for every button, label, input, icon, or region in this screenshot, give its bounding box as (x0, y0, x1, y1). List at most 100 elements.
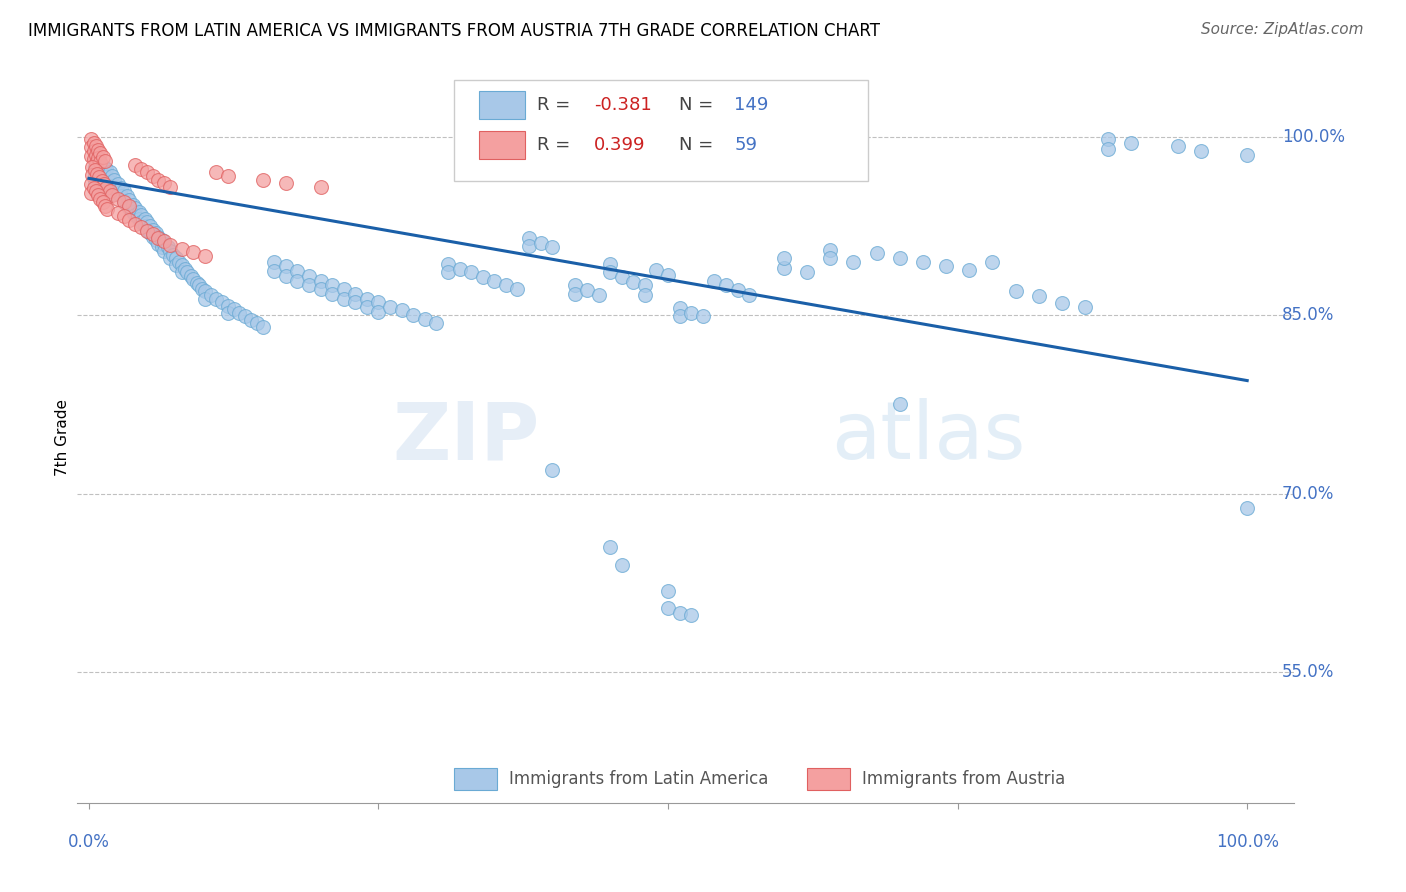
Point (165, 258, 187, 272)
Point (233, 310, 256, 324)
Point (165, 251, 187, 265)
Point (211, 295, 233, 310)
Point (83, 136, 105, 150)
Point (153, 236, 176, 251)
Point (174, 261, 197, 276)
Point (170, 265, 193, 279)
Point (599, 540, 621, 554)
Point (332, 292, 354, 306)
Point (773, 260, 796, 275)
Point (471, 270, 494, 285)
Point (89, 154, 111, 169)
Point (298, 268, 321, 283)
Point (89, 146, 111, 161)
Point (142, 222, 165, 236)
Point (309, 282, 332, 296)
Text: N =: N = (679, 96, 720, 114)
Point (367, 295, 389, 310)
Point (107, 206, 129, 220)
Point (148, 236, 170, 251)
Point (87, 188, 110, 202)
Point (86, 167, 108, 181)
Text: 100.0%: 100.0% (1282, 128, 1346, 145)
Point (287, 264, 309, 278)
Point (110, 181, 132, 195)
Text: Source: ZipAtlas.com: Source: ZipAtlas.com (1201, 22, 1364, 37)
Point (181, 245, 204, 260)
Point (124, 217, 146, 231)
Point (865, 246, 887, 260)
Text: 149: 149 (734, 96, 769, 114)
Point (610, 270, 633, 285)
Point (564, 278, 586, 293)
Point (118, 213, 141, 227)
Text: 59: 59 (734, 136, 756, 154)
Point (83, 176, 105, 190)
Point (252, 320, 274, 334)
Point (495, 278, 517, 293)
Point (437, 265, 460, 279)
Point (1074, 300, 1097, 314)
Point (217, 299, 239, 313)
Point (124, 208, 146, 222)
Text: 85.0%: 85.0% (1282, 306, 1334, 324)
Point (87, 143, 110, 157)
Point (1236, 147, 1258, 161)
Point (668, 606, 690, 620)
Point (82, 160, 104, 174)
Point (96, 202, 118, 217)
Point (402, 308, 425, 322)
Point (356, 292, 378, 306)
Point (645, 263, 668, 277)
Point (129, 220, 152, 235)
Point (107, 186, 129, 200)
Point (128, 211, 150, 226)
Text: 100.0%: 100.0% (1216, 832, 1278, 851)
Point (287, 274, 309, 288)
Point (128, 204, 150, 219)
Point (274, 176, 297, 190)
FancyBboxPatch shape (807, 768, 849, 789)
Point (1236, 500, 1258, 515)
Point (205, 292, 228, 306)
Point (517, 239, 540, 253)
Point (153, 244, 176, 258)
Text: ZIP: ZIP (392, 398, 540, 476)
Point (263, 254, 285, 268)
Point (89, 174, 111, 188)
Point (107, 178, 129, 192)
Point (484, 274, 506, 288)
Point (80, 140, 103, 154)
Point (194, 292, 217, 306)
Point (200, 288, 222, 302)
Point (122, 204, 145, 219)
FancyBboxPatch shape (478, 131, 524, 159)
Point (1004, 285, 1026, 299)
Point (194, 249, 217, 263)
Text: -0.381: -0.381 (595, 96, 652, 114)
Point (94, 153, 117, 168)
Point (135, 215, 157, 229)
Point (87, 151, 110, 165)
Point (129, 161, 152, 176)
Point (681, 306, 703, 320)
Point (89, 183, 111, 197)
Point (957, 263, 980, 277)
Point (135, 165, 157, 179)
Point (378, 300, 401, 314)
Point (205, 165, 228, 179)
Point (83, 181, 105, 195)
Point (506, 282, 529, 296)
Point (332, 282, 354, 296)
Point (150, 233, 173, 247)
Point (93, 178, 115, 192)
Point (80, 149, 103, 163)
Text: Immigrants from Latin America: Immigrants from Latin America (509, 770, 769, 788)
Point (246, 317, 269, 331)
Text: IMMIGRANTS FROM LATIN AMERICA VS IMMIGRANTS FROM AUSTRIA 7TH GRADE CORRELATION C: IMMIGRANTS FROM LATIN AMERICA VS IMMIGRA… (28, 22, 880, 40)
Point (159, 251, 181, 265)
Point (191, 282, 214, 296)
Point (668, 310, 690, 324)
Point (703, 274, 725, 288)
Point (727, 283, 749, 297)
